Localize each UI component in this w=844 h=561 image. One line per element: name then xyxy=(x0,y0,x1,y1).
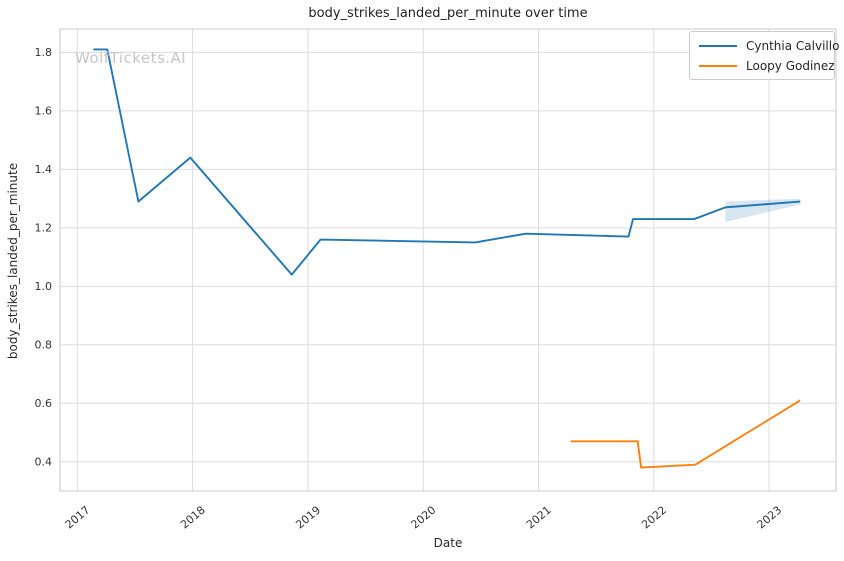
series-line-loopy-godinez xyxy=(570,399,801,469)
legend: Cynthia Calvillo Loopy Godinez xyxy=(689,31,839,80)
x-axis-label: Date xyxy=(433,536,463,550)
x-tick-label: 2021 xyxy=(524,503,554,531)
y-tick-label: 0.8 xyxy=(35,339,53,352)
y-tick-label: 1.0 xyxy=(35,280,53,293)
y-tick-label: 1.6 xyxy=(35,105,53,118)
y-tick-label: 1.8 xyxy=(35,46,53,59)
x-tick-labels: 2017 2018 2019 2020 2021 2022 2023 xyxy=(63,503,785,531)
legend-label: Cynthia Calvillo xyxy=(746,38,840,53)
y-tick-label: 1.2 xyxy=(35,222,53,235)
series-lines xyxy=(93,48,801,469)
y-tick-label: 0.6 xyxy=(35,397,53,410)
legend-entry: Loopy Godinez xyxy=(699,57,835,74)
gridlines xyxy=(60,29,836,491)
legend-entry: Cynthia Calvillo xyxy=(699,37,839,54)
x-tick-label: 2019 xyxy=(293,503,323,531)
y-axis-label: body_strikes_landed_per_minute xyxy=(6,162,20,360)
x-tick-label: 2018 xyxy=(178,503,208,531)
x-tick-label: 2020 xyxy=(409,503,439,531)
x-tick-label: 2022 xyxy=(639,503,669,531)
chart-title: body_strikes_landed_per_minute over time xyxy=(308,6,588,21)
plot-border xyxy=(59,28,837,492)
y-tick-label: 0.4 xyxy=(35,455,53,468)
watermark: WolfTickets.AI xyxy=(75,49,187,67)
confidence-bands xyxy=(725,198,801,222)
confidence-band xyxy=(725,198,801,222)
y-tick-labels: 0.4 0.6 0.8 1.0 1.2 1.4 1.6 1.8 xyxy=(35,46,53,468)
x-tick-label: 2023 xyxy=(755,503,785,531)
legend-line-swatch xyxy=(699,64,737,67)
legend-line-swatch xyxy=(699,44,737,47)
series-line-cynthia-calvillo xyxy=(93,48,801,276)
x-tick-label: 2017 xyxy=(63,503,93,531)
y-tick-label: 1.4 xyxy=(35,163,53,176)
legend-label: Loopy Godinez xyxy=(746,58,835,73)
